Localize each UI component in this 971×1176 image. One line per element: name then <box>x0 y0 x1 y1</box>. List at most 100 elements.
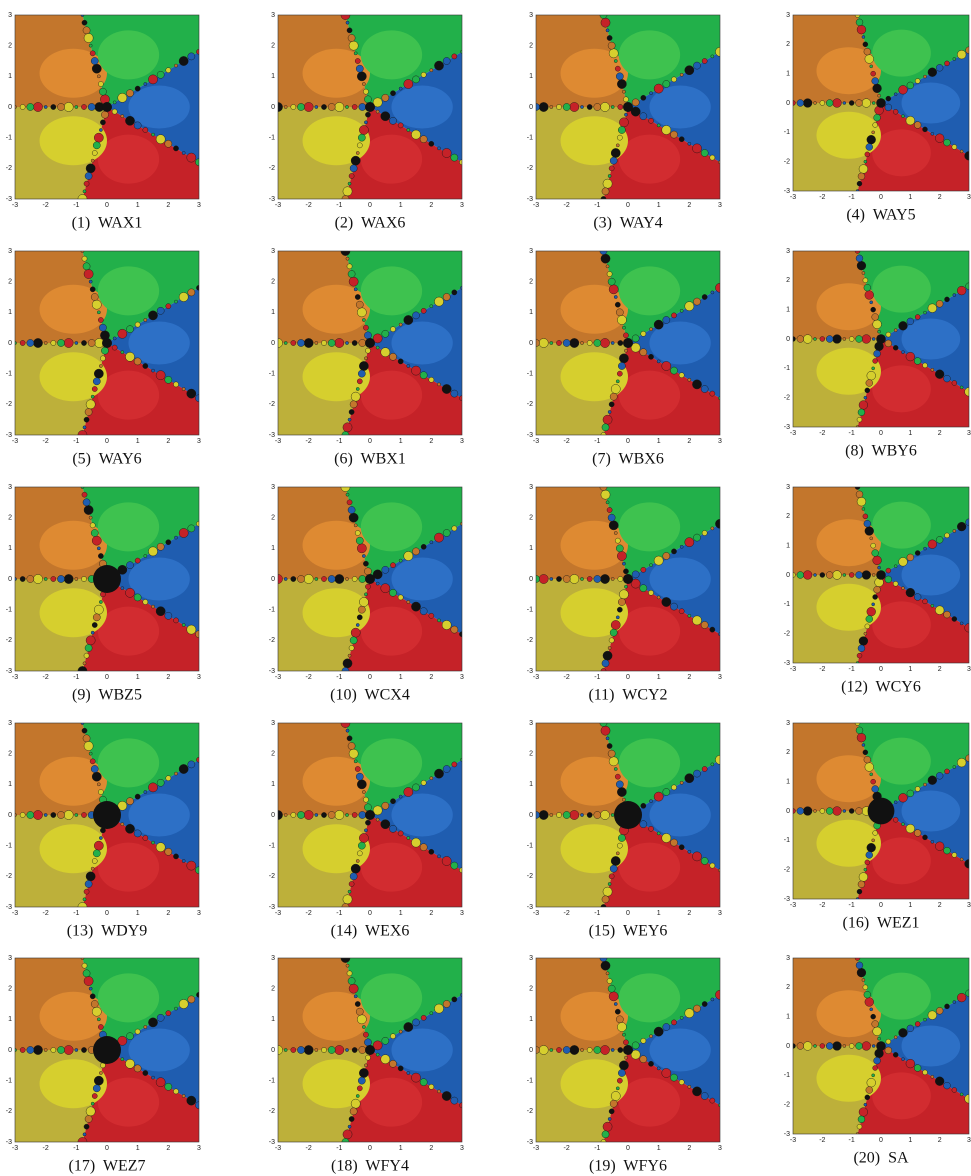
x-tick-label: -2 <box>819 666 825 673</box>
boundary-bulb <box>813 809 816 812</box>
y-tick-label: -2 <box>6 637 12 644</box>
boundary-bulb <box>93 378 100 385</box>
y-tick-label: -3 <box>269 1139 275 1146</box>
boundary-bulb <box>349 409 354 414</box>
x-tick-label: -1 <box>849 666 855 673</box>
boundary-bulb <box>352 812 357 817</box>
boundary-bulb <box>148 547 157 556</box>
boundary-bulb <box>863 514 868 519</box>
boundary-bulb <box>412 548 419 555</box>
boundary-bulb <box>616 309 623 316</box>
boundary-bulb <box>173 1089 178 1094</box>
boundary-bulb <box>112 109 117 114</box>
boundary-bulb <box>710 391 715 396</box>
panel: -3-3-2-2-1-100112233(19) WFY6 <box>527 954 725 1174</box>
boundary-bulb <box>619 590 628 599</box>
boundary-bulb <box>692 144 701 153</box>
x-tick-label: -3 <box>533 202 539 209</box>
boundary-bulb <box>945 297 950 302</box>
boundary-bulb <box>125 588 134 597</box>
boundary-bulb <box>389 1060 396 1067</box>
boundary-bulb <box>389 589 396 596</box>
boundary-bulb <box>862 978 865 981</box>
boundary-bulb <box>616 781 623 788</box>
boundary-bulb <box>914 830 921 837</box>
boundary-bulb <box>813 337 816 340</box>
boundary-bulb <box>188 53 195 60</box>
x-tick-label: -1 <box>594 438 600 445</box>
boundary-bulb <box>833 335 842 344</box>
basin-core <box>361 266 422 315</box>
boundary-bulb <box>654 792 663 801</box>
y-tick-label: -3 <box>269 196 275 203</box>
boundary-bulb <box>91 293 98 300</box>
y-tick-label: -3 <box>269 904 275 911</box>
boundary-bulb <box>813 101 816 104</box>
boundary-bulb <box>872 786 879 793</box>
boundary-bulb <box>92 772 101 781</box>
boundary-bulb <box>321 576 326 581</box>
boundary-bulb <box>952 853 957 858</box>
boundary-bulb <box>356 859 359 862</box>
boundary-bulb <box>357 544 366 553</box>
boundary-bulb <box>57 811 64 818</box>
caption: (4) WAY5 <box>846 207 915 224</box>
boundary-bulb <box>113 101 116 104</box>
y-tick-label: 2 <box>786 984 790 991</box>
boundary-bulb <box>872 550 879 557</box>
basin-core <box>98 266 159 315</box>
boundary-bulb <box>893 817 898 822</box>
boundary-bulb <box>362 554 365 557</box>
boundary-bulb <box>797 1043 804 1050</box>
y-tick-label: 0 <box>529 812 533 819</box>
boundary-bulb <box>347 500 352 505</box>
boundary-bulb <box>614 531 617 534</box>
basin-core <box>872 129 931 176</box>
y-tick-label: -2 <box>784 631 790 638</box>
boundary-bulb <box>75 577 78 580</box>
boundary-bulb <box>429 613 434 618</box>
basin-core <box>98 135 159 184</box>
boundary-bulb <box>420 608 427 615</box>
boundary-bulb <box>85 880 92 887</box>
boundary-bulb <box>90 994 95 999</box>
boundary-bulb <box>381 112 390 121</box>
plot-image <box>273 246 464 438</box>
boundary-bulb <box>407 600 410 603</box>
boundary-bulb <box>297 339 304 346</box>
y-tick-label: 1 <box>529 545 533 552</box>
boundary-bulb <box>648 1061 653 1066</box>
boundary-bulb <box>99 1071 102 1074</box>
boundary-bulb <box>442 384 451 393</box>
boundary-bulb <box>871 307 876 312</box>
boundary-bulb <box>935 370 944 379</box>
boundary-bulb <box>358 842 365 849</box>
x-tick-label: 1 <box>657 1145 661 1152</box>
caption: (1) WAX1 <box>72 215 143 232</box>
x-tick-label: 0 <box>368 1145 372 1152</box>
boundary-bulb <box>872 1044 875 1047</box>
boundary-bulb <box>291 104 296 109</box>
boundary-bulb <box>407 128 410 131</box>
x-tick-label: -1 <box>336 438 342 445</box>
boundary-bulb <box>165 1083 172 1090</box>
y-tick-label: -1 <box>6 1078 12 1085</box>
boundary-bulb <box>945 1004 950 1009</box>
x-tick-label: 2 <box>938 194 942 201</box>
boundary-bulb <box>411 602 420 611</box>
center-bulb <box>102 338 112 348</box>
boundary-bulb <box>64 574 73 583</box>
boundary-bulb <box>148 75 157 84</box>
boundary-bulb <box>90 759 95 764</box>
boundary-bulb <box>901 587 904 590</box>
boundary-bulb <box>648 826 653 831</box>
boundary-bulb <box>618 104 623 109</box>
boundary-bulb <box>89 516 92 519</box>
boundary-bulb <box>442 620 451 629</box>
boundary-bulb <box>356 1094 359 1097</box>
boundary-bulb <box>894 329 897 332</box>
boundary-bulb <box>570 102 579 111</box>
boundary-bulb <box>864 48 871 55</box>
boundary-bulb <box>915 1022 920 1027</box>
y-tick-label: 0 <box>786 100 790 107</box>
